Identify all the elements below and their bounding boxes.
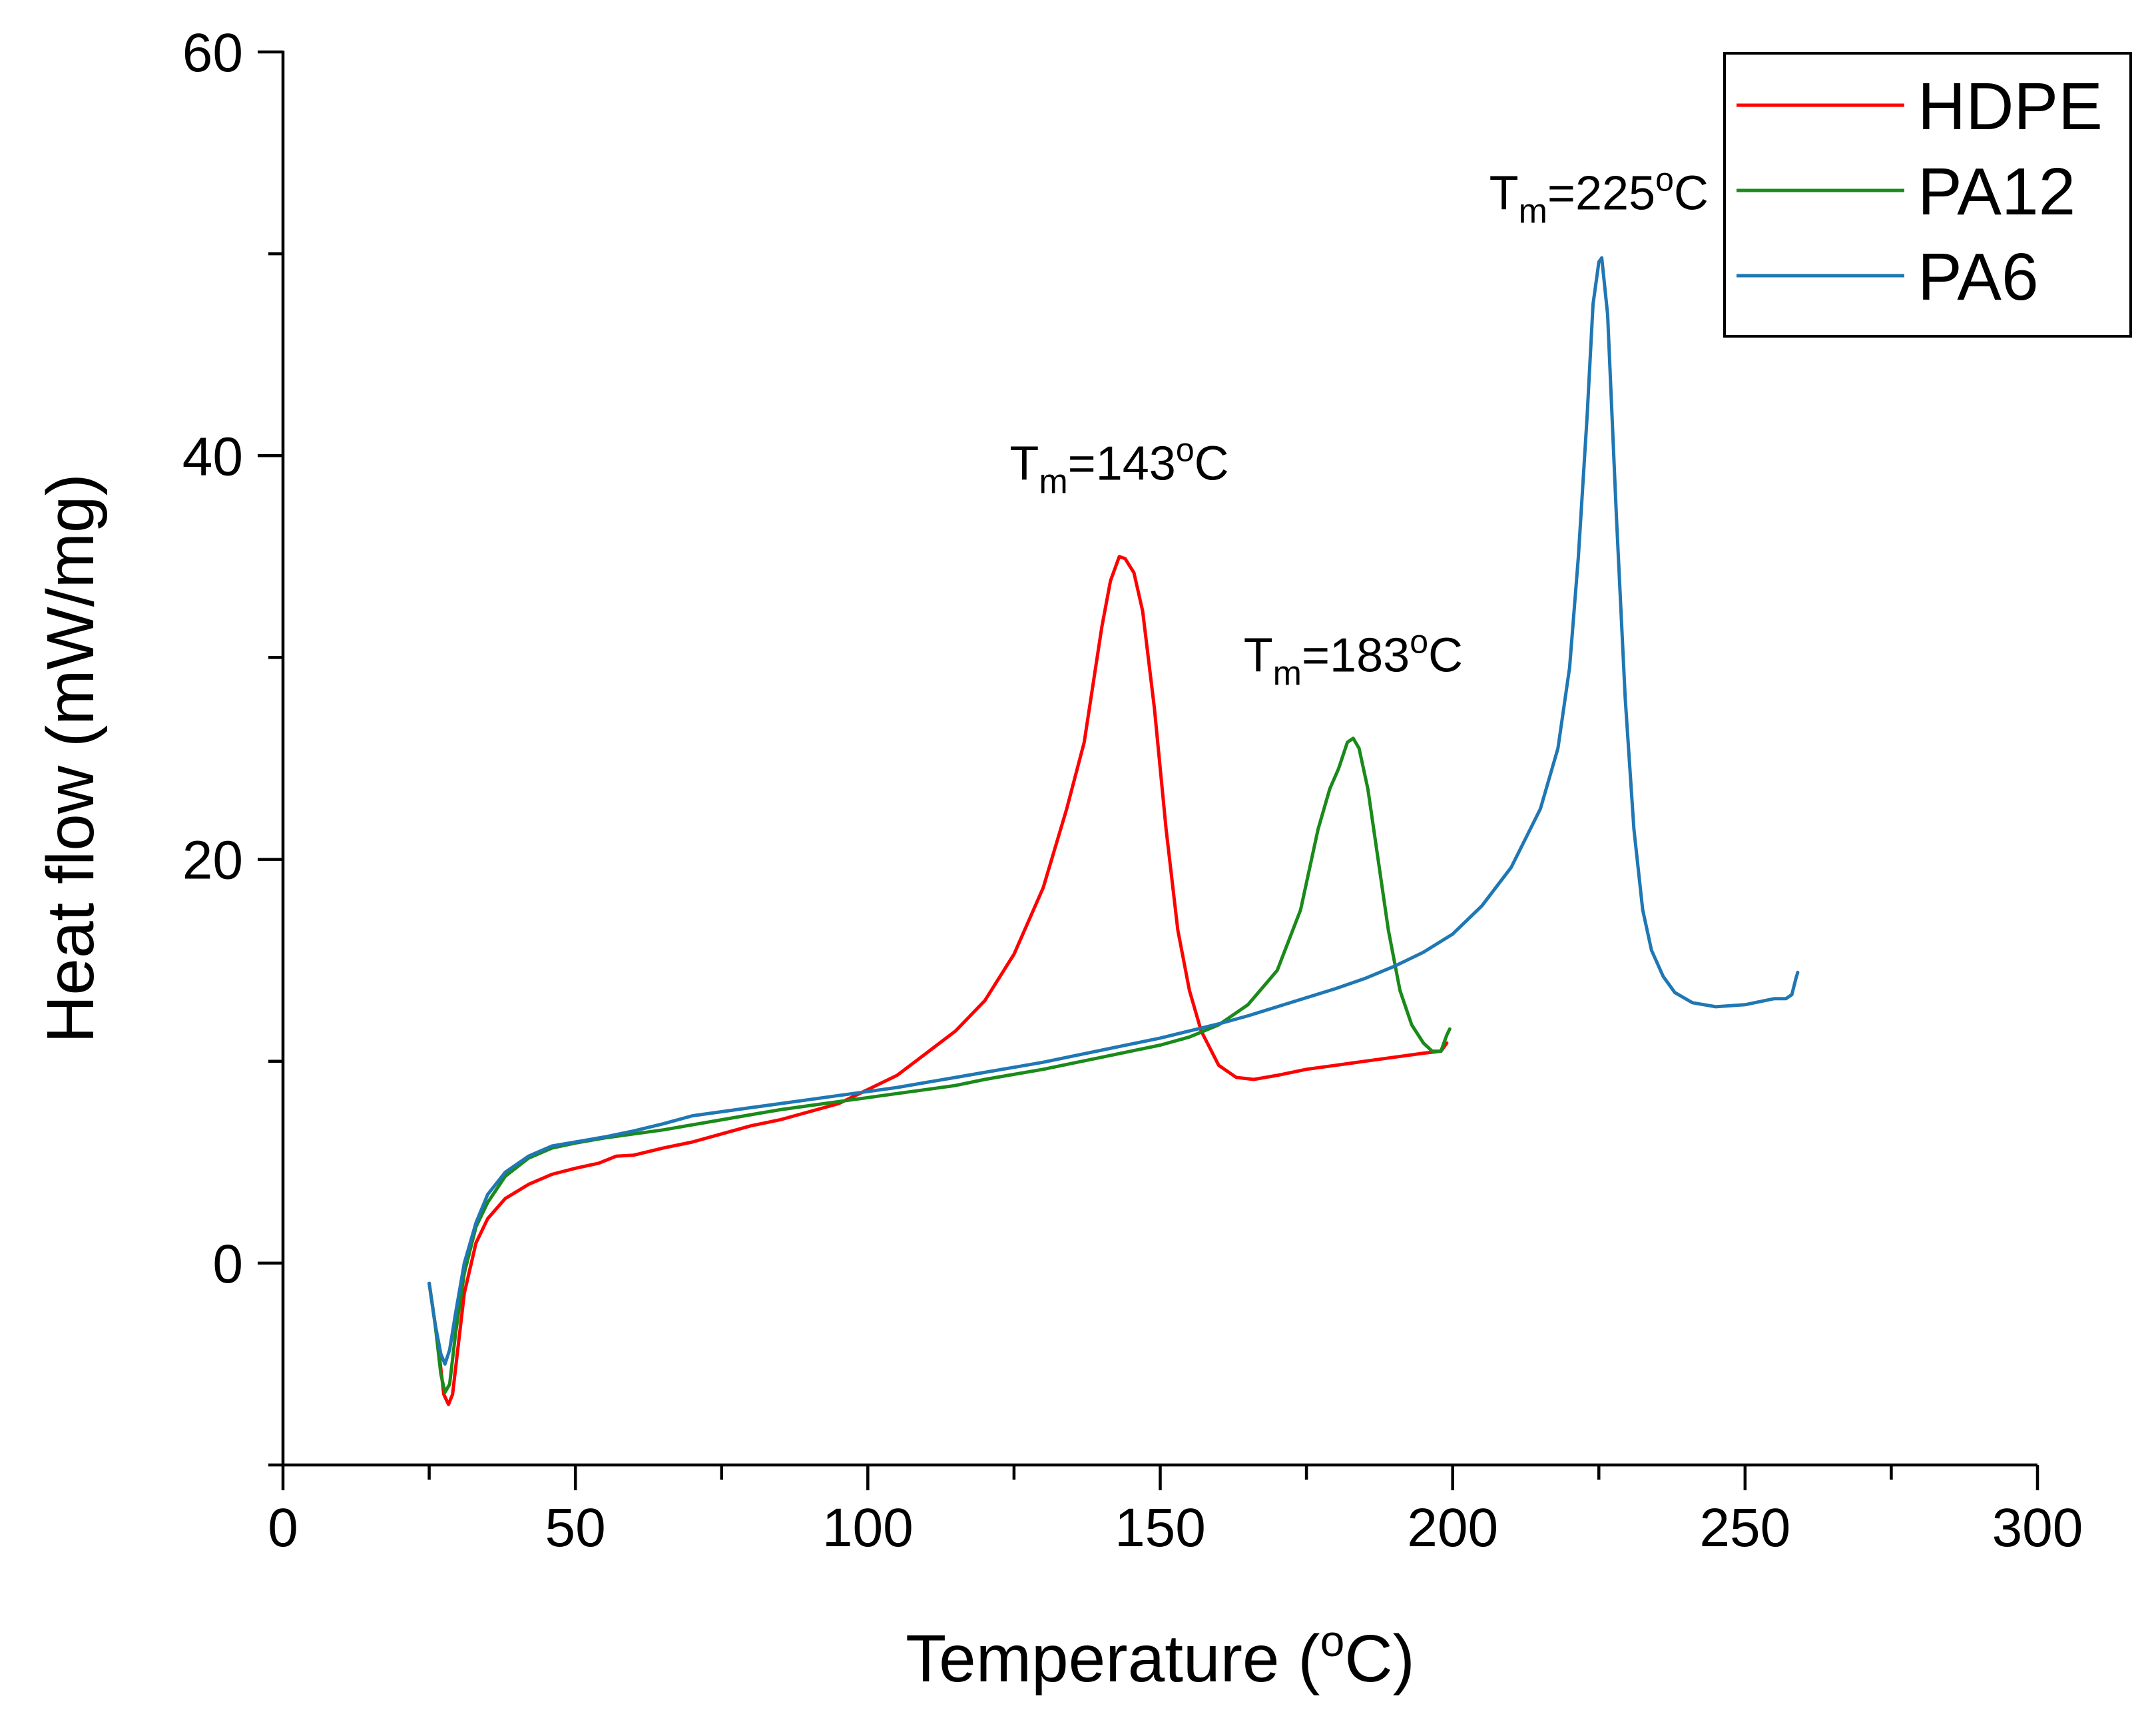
- tm-annotation: Tm=143oC: [1009, 432, 1228, 501]
- y-tick-label: 20: [182, 830, 243, 891]
- series-line-pa12: [427, 736, 1452, 1394]
- tm-annotation-text: Tm=225oC: [1489, 160, 1709, 230]
- tm-annotation: Tm=225oC: [1489, 160, 1709, 230]
- legend-label: PA6: [1918, 240, 2039, 314]
- legend-item-pa6: PA6: [1737, 240, 2039, 314]
- x-tick-label: 50: [545, 1498, 606, 1558]
- series-line-pa6: [427, 256, 1800, 1366]
- y-tick-label: 0: [212, 1234, 243, 1294]
- x-tick-label: 100: [822, 1498, 914, 1558]
- series-layer: [427, 256, 1800, 1406]
- x-tick-label: 200: [1407, 1498, 1498, 1558]
- x-tick-label: 250: [1699, 1498, 1790, 1558]
- y-tick-label: 60: [182, 23, 243, 83]
- legend-item-pa12: PA12: [1737, 154, 2075, 229]
- legend-item-hdpe: HDPE: [1737, 69, 2103, 144]
- y-tick-label: 40: [182, 426, 243, 487]
- tm-annotation-text: Tm=183oC: [1244, 623, 1463, 693]
- annotation-layer: Tm=143oC Tm=183oC Tm=225oC: [1009, 160, 1709, 693]
- legend: HDPE PA12 PA6: [1723, 52, 2132, 338]
- legend-box: [1723, 52, 2132, 338]
- x-tick-label: 150: [1115, 1498, 1206, 1558]
- legend-label: HDPE: [1918, 69, 2103, 144]
- plot-area: Tm=143oC Tm=183oC Tm=225oC: [427, 160, 1800, 1406]
- series-line-hdpe: [427, 555, 1449, 1406]
- axes: 0 50 100 150 200 250 300 0 20 40 60: [182, 23, 2083, 1558]
- tm-annotation: Tm=183oC: [1244, 623, 1463, 693]
- x-tick-label: 0: [268, 1498, 298, 1558]
- legend-label: PA12: [1918, 154, 2075, 229]
- y-axis-title: Heat flow (mW/mg): [33, 473, 108, 1043]
- x-tick-label: 300: [1992, 1498, 2083, 1558]
- tm-annotation-text: Tm=143oC: [1009, 432, 1228, 501]
- x-axis-title: Temperature (oC): [906, 1616, 1415, 1696]
